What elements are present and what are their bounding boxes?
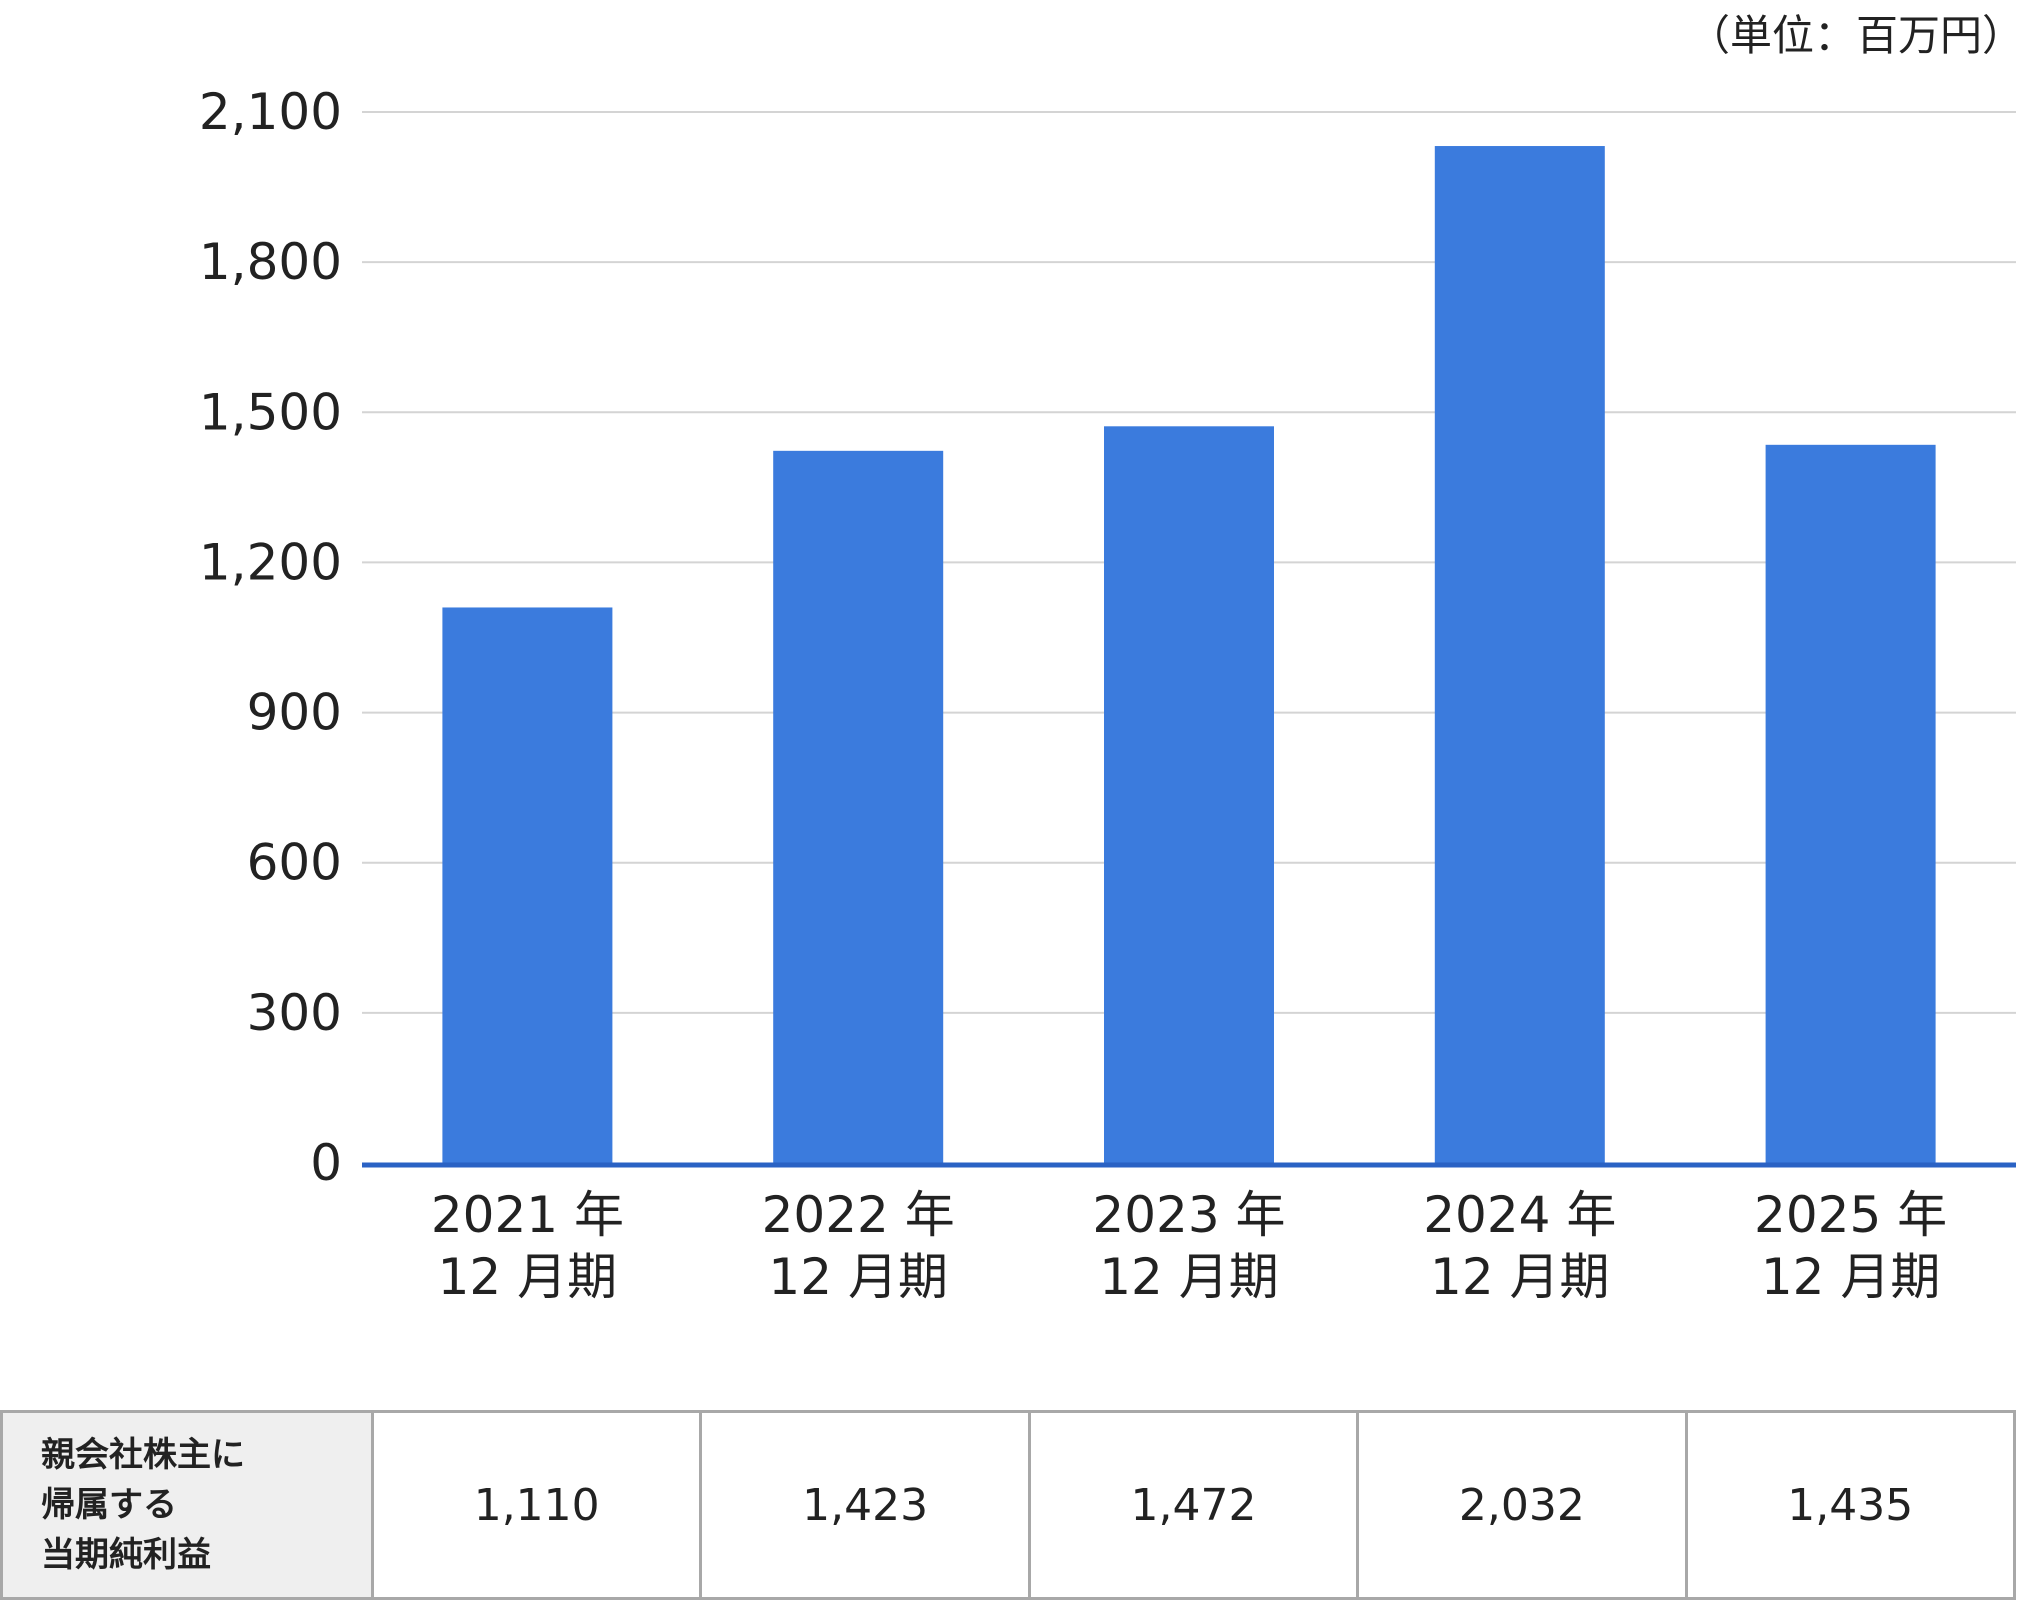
x-category-label: 12 月期 — [768, 1248, 948, 1306]
value-cell-2021: 1,110 — [370, 1410, 703, 1600]
value-cell-2023: 1,472 — [1027, 1410, 1360, 1600]
x-category-label: 2025 年 — [1754, 1186, 1947, 1244]
y-tick-label: 1,200 — [199, 533, 342, 591]
value-cell-2024: 2,032 — [1356, 1410, 1688, 1600]
bars — [442, 146, 1936, 1164]
y-tick-label: 2,100 — [199, 83, 342, 141]
x-category-label: 2021 年 — [431, 1186, 624, 1244]
row-header-line-2: 帰属する — [41, 1485, 177, 1525]
bar — [442, 607, 613, 1163]
bar — [1765, 444, 1936, 1164]
x-category-label: 2023 年 — [1092, 1186, 1285, 1244]
unit-label: （単位：百万円） — [1687, 11, 2024, 60]
y-tick-label: 300 — [247, 984, 342, 1042]
y-tick-label: 900 — [247, 684, 342, 742]
x-category-label: 12 月期 — [438, 1248, 618, 1306]
table-row: 親会社株主に 帰属する 当期純利益 1,110 1,423 1,472 2,03… — [0, 1410, 2017, 1600]
value-cell-2025: 1,435 — [1684, 1410, 2017, 1600]
x-category-label: 2022 年 — [762, 1186, 955, 1244]
value-cell-2022: 1,423 — [699, 1410, 1031, 1600]
x-category-label: 12 月期 — [1761, 1248, 1941, 1306]
row-header-line-3: 当期純利益 — [41, 1535, 211, 1575]
row-header-line-1: 親会社株主に — [41, 1435, 245, 1475]
y-tick-label: 600 — [247, 834, 342, 892]
y-axis-tick-labels: 0 300 600 900 1,200 1,500 1,800 2,100 — [199, 83, 342, 1192]
data-table: 親会社株主に 帰属する 当期純利益 1,110 1,423 1,472 2,03… — [0, 1410, 2017, 1600]
y-tick-label: 0 — [310, 1134, 342, 1192]
x-category-label: 12 月期 — [1099, 1248, 1279, 1306]
x-category-label: 12 月期 — [1430, 1248, 1610, 1306]
bar — [1104, 426, 1274, 1163]
row-header-cell: 親会社株主に 帰属する 当期純利益 — [0, 1410, 374, 1600]
bar — [1434, 146, 1605, 1164]
y-tick-label: 1,500 — [199, 383, 342, 441]
bar — [773, 450, 944, 1163]
x-category-label: 2024 年 — [1423, 1186, 1616, 1244]
y-tick-label: 1,800 — [199, 233, 342, 291]
